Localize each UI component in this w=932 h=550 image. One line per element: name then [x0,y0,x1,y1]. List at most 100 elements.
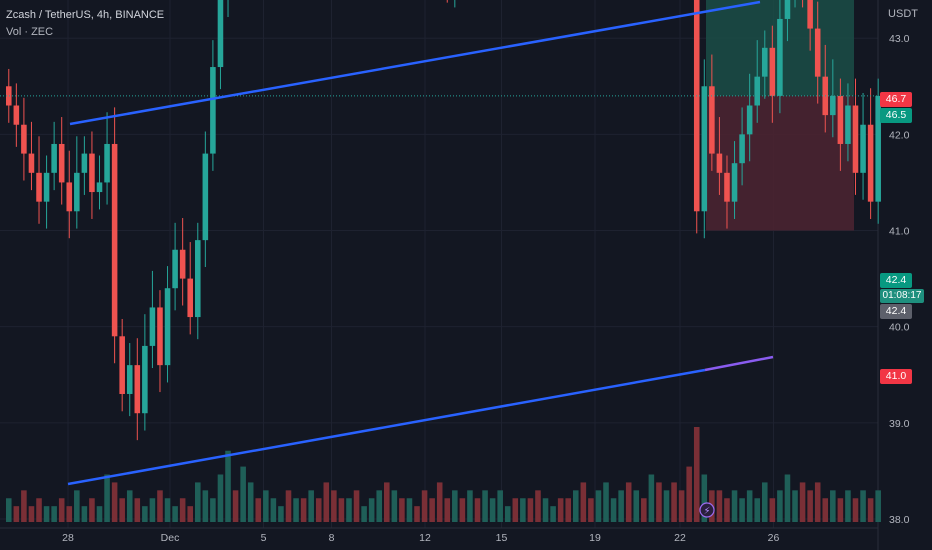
y-tick-label: 42.0 [889,129,910,141]
volume-bar [217,474,224,522]
volume-bar [74,490,80,522]
volume-bar [187,506,193,522]
candle-body [202,153,209,241]
candle-body [693,0,700,212]
volume-bar [618,490,624,522]
lower-trendline-extension [704,355,774,372]
volume-bar [414,506,420,522]
volume-bar [739,498,745,522]
volume-bar [860,490,866,522]
upper-trendline [69,0,761,126]
volume-bar [444,498,451,522]
volume-bar [240,466,246,522]
candle-body [701,86,708,212]
candle-body [769,47,776,96]
volume-bar [573,490,579,522]
currency-label: USDT [888,8,918,20]
volume-bar [701,474,708,522]
y-tick-label: 38.0 [889,514,910,526]
volume-bar [391,490,398,522]
volume-bar [21,490,27,522]
last-price-tag: 42.4 [880,273,912,288]
candle-body [777,18,783,96]
candle-body [875,95,881,202]
volume-bar [565,498,571,522]
volume-bar [641,498,647,522]
candle-body [762,47,768,77]
volume-indicator-label[interactable]: Vol · ZEC [6,26,54,38]
volume-bar [308,490,314,522]
volume-bar [497,490,503,522]
stop-price-tag: 41.0 [880,369,912,384]
volume-bar [512,498,519,522]
volume-bar [353,490,360,522]
volume-bar [504,506,511,522]
volume-bar [331,490,337,522]
volume-bar [126,490,133,522]
volume-bar [270,498,277,522]
volume-bar [852,498,859,522]
volume-bar [58,498,65,522]
volume-bar [51,506,57,522]
volume-bar [527,498,534,522]
x-tick-label: 5 [261,532,267,544]
candle-body [157,307,163,366]
volume-bar [89,498,95,522]
volume-bar [837,498,844,522]
resistance-price-tag: 46.7 [880,92,912,107]
symbol-title[interactable]: Zcash / TetherUS, 4h, BINANCE [6,9,165,21]
candle-body [21,124,27,154]
volume-bar [436,482,443,522]
candle-body [814,28,821,77]
volume-bar [232,490,239,522]
volume-bar [13,506,20,522]
volume-bar [467,490,473,522]
volume-bar [731,490,738,522]
candle-body [784,0,791,19]
x-tick-label: 28 [62,532,74,544]
volume-bar [361,506,367,522]
candle-body [6,86,12,106]
candle-body [746,105,753,135]
volume-bar [489,498,496,522]
volume-bar [210,498,216,522]
volume-bar [429,498,435,522]
volume-bar [179,498,186,522]
volume-bar [535,490,541,522]
volume-bar [792,490,798,522]
candle-body [830,95,836,116]
candle-body [731,163,738,202]
y-tick-label: 41.0 [889,226,910,238]
volume-bar [762,482,768,522]
candle-body [845,105,851,144]
candle-body [66,182,73,212]
volume-bar [346,498,352,522]
candle-body [217,0,224,68]
volume-bar [482,490,488,522]
candle-body [709,86,715,154]
volume-bar [580,482,587,522]
candle-body [739,134,745,164]
candle-body [852,105,859,173]
volume-bar [807,490,813,522]
volume-bar [247,482,254,522]
volume-bar [81,506,88,522]
volume-bar [867,498,874,522]
volume-bar [845,490,851,522]
volume-bar [157,490,163,522]
candle-body [43,172,50,202]
volume-bar [36,498,42,522]
candle-body [126,365,133,394]
candle-body [867,124,874,202]
volume-bar [66,506,73,522]
x-tick-label: 8 [329,532,335,544]
candle-body [104,143,110,183]
volume-bar [149,498,156,522]
lightning-glyph: ⚡ [703,506,710,517]
candle-body [187,278,193,318]
volume-bar [43,506,50,522]
volume-bar [142,506,148,522]
x-tick-label: 12 [419,532,431,544]
candle-body [716,153,723,173]
